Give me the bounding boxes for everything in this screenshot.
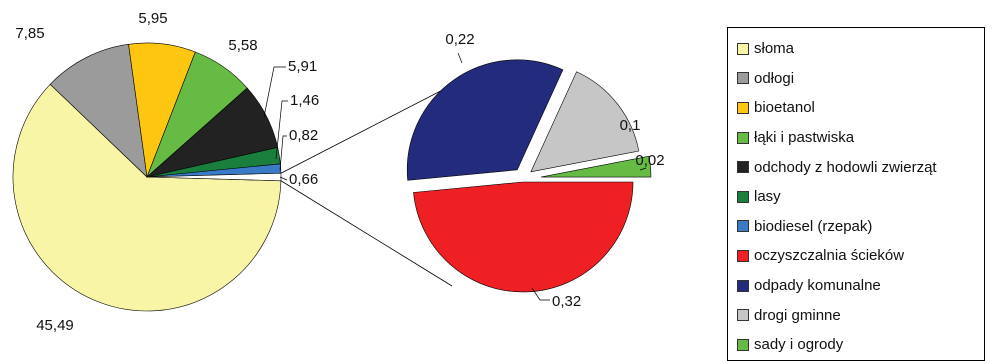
leader-odpady xyxy=(457,52,463,64)
leader-odchody xyxy=(263,66,286,118)
data-label-laki-i-pastwiska: 5,58 xyxy=(228,37,257,54)
data-label-drogi-gminne: 0,1 xyxy=(620,117,641,134)
legend-item-odchody-z-hodowli-zwierzat: odchody z hodowli zwierząt xyxy=(728,152,984,182)
slice-other xyxy=(146,172,282,182)
main-pie xyxy=(12,42,282,312)
secondary-pie xyxy=(406,59,652,293)
legend-label: bioetanol xyxy=(754,99,815,117)
legend-swatch xyxy=(737,161,749,174)
legend-item-sady-i-ogrody: sady i ogrody xyxy=(728,330,984,360)
legend-label: lasy xyxy=(754,188,781,206)
legend-swatch xyxy=(737,72,749,85)
slice-sady-i-ogrody xyxy=(540,155,652,178)
legend-swatch xyxy=(737,220,749,233)
legend-swatch xyxy=(737,338,749,351)
data-label-sloma: 45,49 xyxy=(36,317,74,334)
slice-odpady-komunalne xyxy=(406,59,564,181)
legend-label: łąki i pastwiska xyxy=(754,129,855,147)
data-label-sady-i-ogrody: 0,02 xyxy=(635,152,664,169)
data-labels: 45,49 7,85 5,95 5,58 5,91 1,46 0,82 0,66 0,32 0,2… xyxy=(15,10,664,334)
legend: słoma odłogi bioetanol łąki i pastwiska odch… xyxy=(727,27,985,361)
legend-item-bioetanol: bioetanol xyxy=(728,93,984,123)
legend-swatch xyxy=(737,101,749,114)
legend-swatch xyxy=(737,131,749,144)
legend-label: odpady komunalne xyxy=(754,277,881,295)
legend-label: słoma xyxy=(754,40,795,58)
data-label-lasy: 1,46 xyxy=(290,92,319,109)
legend-item-odlogi: odłogi xyxy=(728,64,984,94)
slice-sloma xyxy=(12,83,282,312)
data-label-odpady-komunalne: 0,22 xyxy=(445,31,474,48)
legend-item-oczyszczalnia-sciekow: oczyszczalnia ścieków xyxy=(728,241,984,271)
legend-label: sady i ogrody xyxy=(754,336,844,354)
legend-item-biodiesel-rzepak: biodiesel (rzepak) xyxy=(728,212,984,242)
legend-label: oczyszczalnia ścieków xyxy=(754,247,905,265)
slice-drogi-gminne xyxy=(530,71,640,173)
slice-oczyszczalnia-sciekow xyxy=(413,181,634,293)
data-label-odchody-z-hodowli-zwierzat: 5,91 xyxy=(288,58,317,75)
connector-lines xyxy=(280,79,463,287)
leader-sady xyxy=(639,167,647,171)
connector-line-top xyxy=(280,79,463,174)
connector-line-bottom xyxy=(280,180,453,287)
legend-swatch xyxy=(737,249,749,262)
data-label-odlogi: 7,85 xyxy=(15,25,44,42)
leader-lasy xyxy=(275,100,288,160)
legend-item-lasy: lasy xyxy=(728,182,984,212)
legend-item-laki-i-pastwiska: łąki i pastwiska xyxy=(728,123,984,153)
legend-label: odłogi xyxy=(754,69,795,87)
leader-oczyszczalnia xyxy=(531,287,550,301)
legend-label: drogi gminne xyxy=(754,306,841,324)
slice-odlogi xyxy=(49,43,148,178)
legend-label: biodiesel (rzepak) xyxy=(754,217,873,235)
data-label-bioetanol: 5,95 xyxy=(138,10,167,27)
legend-item-drogi-gminne: drogi gminne xyxy=(728,300,984,330)
data-label-biodiesel-rzepak: 0,82 xyxy=(289,127,318,144)
leader-biodiesel xyxy=(279,135,287,171)
legend-swatch xyxy=(737,42,749,55)
legend-swatch xyxy=(737,279,749,292)
legend-swatch xyxy=(737,190,749,203)
data-label-other: 0,66 xyxy=(289,171,318,188)
data-label-oczyszczalnia-sciekow: 0,32 xyxy=(552,293,581,310)
leader-other xyxy=(279,176,288,181)
legend-swatch xyxy=(737,309,749,322)
legend-label: odchody z hodowli zwierząt xyxy=(754,158,937,176)
legend-item-sloma: słoma xyxy=(728,34,984,64)
legend-item-odpady-komunalne: odpady komunalne xyxy=(728,271,984,301)
